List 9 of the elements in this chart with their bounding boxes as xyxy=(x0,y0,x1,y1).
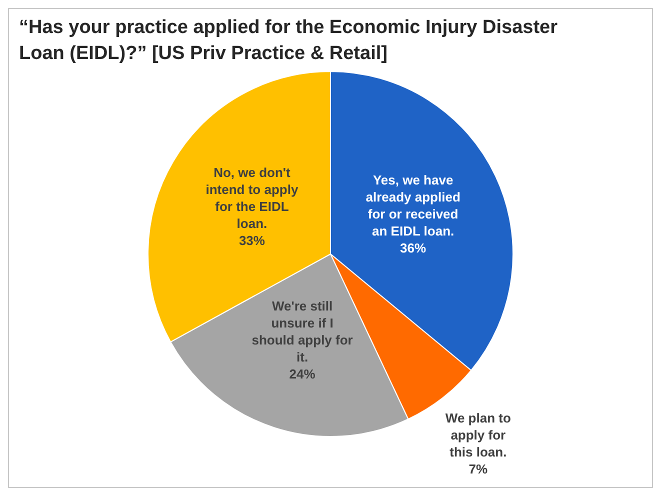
data-label: 24% xyxy=(289,366,316,382)
slice-label: No, we don't intend to apply for the EIDL loan. xyxy=(206,165,299,232)
data-label: 7% xyxy=(468,461,488,476)
slice-label: Yes, we have already applied for or received an EIDL loan. xyxy=(366,172,460,239)
slice-label: We plan to apply for this loan. xyxy=(445,410,511,460)
data-label: 36% xyxy=(400,240,427,256)
chart-title: “Has your practice applied for the Economic Injury Disaster Loan (EIDL)?” [US Priv Practice & Retail] xyxy=(19,16,558,66)
slice-label: We're still unsure if I should apply for it. xyxy=(252,298,353,364)
data-label: 33% xyxy=(238,233,266,248)
